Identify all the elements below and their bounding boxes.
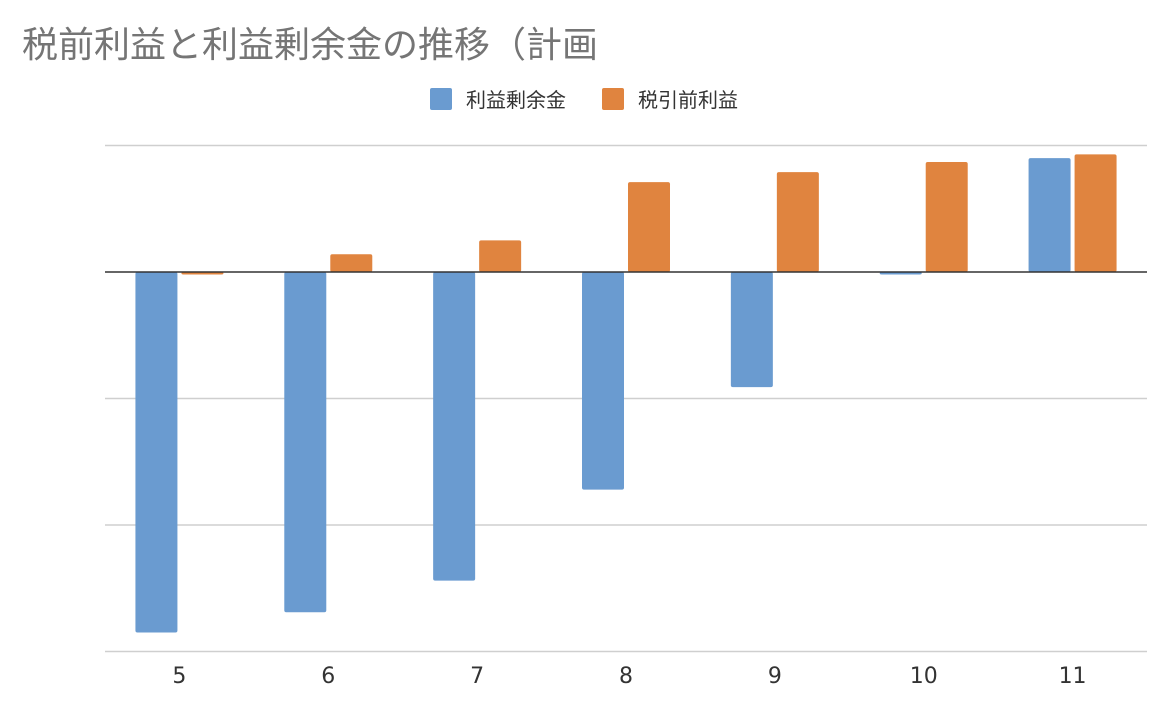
legend-label-retained-earnings: 利益剰余金 xyxy=(466,88,566,112)
legend-swatch-pretax-profit xyxy=(602,87,624,110)
x-tick-label: 5 xyxy=(172,664,186,689)
bar-retained-earnings-8 xyxy=(582,272,624,490)
bar-retained-earnings-9 xyxy=(730,272,773,388)
bar-retained-earnings-11 xyxy=(1028,158,1071,272)
bar-pretax-profit-6 xyxy=(330,254,373,272)
legend-swatch-retained-earnings xyxy=(430,87,452,110)
x-tick-label: 10 xyxy=(910,664,938,689)
bar-pretax-profit-11 xyxy=(1074,154,1117,272)
bar-pretax-profit-8 xyxy=(628,182,670,272)
x-tick-label: 8 xyxy=(619,664,633,689)
x-tick-label: 11 xyxy=(1059,664,1087,689)
chart-title: 税前利益と利益剰余金の推移（計画 xyxy=(22,25,599,66)
bar-retained-earnings-5 xyxy=(135,272,178,633)
legend: 利益剰余金 税引前利益 xyxy=(0,84,1168,113)
legend-item-retained-earnings: 利益剰余金 xyxy=(430,84,566,113)
legend-item-pretax-profit: 税引前利益 xyxy=(602,84,738,113)
bar-pretax-profit-7 xyxy=(479,240,522,272)
bar-pretax-profit-9 xyxy=(776,172,819,272)
legend-label-pretax-profit: 税引前利益 xyxy=(638,88,738,112)
bar-retained-earnings-6 xyxy=(284,272,327,613)
x-tick-label: 6 xyxy=(321,664,335,689)
x-tick-label: 7 xyxy=(470,664,484,689)
bar-retained-earnings-7 xyxy=(433,272,476,581)
bar-pretax-profit-10 xyxy=(925,161,968,272)
x-tick-label: 9 xyxy=(768,664,782,689)
